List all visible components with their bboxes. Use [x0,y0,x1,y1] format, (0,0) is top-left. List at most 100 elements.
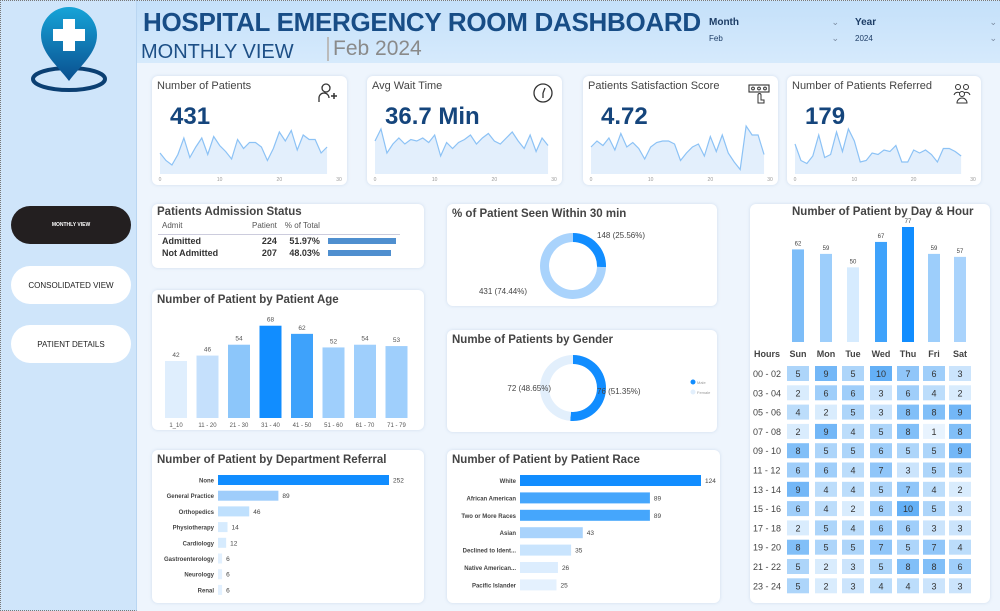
heatmap-cell-value: 5 [823,446,828,456]
heatmap-cell [897,385,919,401]
heatmap-cell-value: 5 [823,543,828,553]
race-card: Number of Patient by Patient Race White 1… [447,450,720,603]
age-chart-card: Number of Patient by Patient Age 42 1_10 4… [152,290,424,430]
heatmap-cell [842,559,864,574]
card-title: Numbe of Patients by Gender [452,334,614,346]
heatmap-cell [815,366,837,381]
heatmap-cell [923,520,945,536]
hbar [218,569,223,580]
x-tick-label: 1_10 [169,423,183,429]
sparkline-area [591,126,765,174]
sparkline-tick: 30 [767,177,773,183]
year-filter[interactable]: Year 2024 ⌄ ⌄ [855,17,997,49]
heatmap-cell-value: 6 [878,504,883,514]
heatmap-cell-value: 4 [878,581,883,591]
heatmap-cell [842,443,864,459]
heatmap-cell-value: 3 [957,581,962,591]
heatmap-cell [815,423,837,439]
bar-data-label: 26 [562,565,570,572]
y-tick-label: Pacific Islander [472,583,517,589]
card-title: % of Patient Seen Within 30 min [452,208,627,220]
heatmap-cell-value: 6 [878,446,883,456]
nav-button-monthly-view[interactable]: MONTHLY VIEW [11,206,131,244]
day-bar [792,249,804,342]
sparkline-tick: 10 [217,177,223,183]
hospital-location-pin-logo [31,7,107,92]
kpi-title: Patients Satisfaction Score [588,80,720,92]
heatmap-cell-value: 5 [850,543,855,553]
hbar [218,522,228,533]
heatmap-cell [949,404,971,420]
heatmap-cell [870,501,892,517]
sparkline-area [795,129,962,174]
age-bar [385,346,408,418]
heatmap-column-header: Wed [872,349,891,359]
bar-data-label: 35 [575,548,583,555]
kpi-title: Number of Patients Referred [792,80,933,92]
x-tick-label: 11 - 20 [198,423,217,429]
sparkline-tick: 0 [159,177,162,183]
hbar [218,506,250,517]
heatmap-cell [787,481,809,497]
sparkline-tick: 10 [648,177,654,183]
admission-table: Admit Patient% of Total Admitted 224 51.97%… [158,220,400,259]
heatmap-cell [923,443,945,459]
month-filter[interactable]: Month Feb ⌄ ⌄ [709,17,839,49]
column-header[interactable]: % of Total [280,220,324,235]
heatmap-cell-value: 4 [823,504,828,514]
heatmap-cell [949,366,971,381]
hbar [520,562,558,573]
age-bar [322,347,345,418]
column-header[interactable]: Patient [248,220,281,235]
heatmap-cell-value: 5 [931,504,936,514]
age-bar [228,344,250,418]
heatmap-cell-value: 6 [823,388,828,398]
column-header[interactable]: Admit [158,220,248,235]
bar-data-label: 77 [905,219,912,225]
nav-button-consolidated-view[interactable]: CONSOLIDATED VIEW [11,266,131,304]
slice-label: 76 (51.35%) [597,387,641,396]
bar-data-label: 252 [393,478,404,485]
sparkline-tick: 10 [852,177,858,183]
heatmap-column-header: Thu [900,349,917,359]
heatmap-cell [870,481,892,497]
y-tick-label: None [199,479,215,485]
heatmap-cell [870,385,892,401]
heatmap-cell [815,481,837,497]
nav-button-patient-details[interactable]: PATIENT DETAILS [11,325,131,363]
heatmap-cell-value: 6 [905,388,910,398]
heatmap-cell [897,539,919,555]
bar-data-label: 52 [330,338,338,345]
heatmap-cell-value: 4 [795,408,800,418]
kpi-sparkline: 0 10 20 30 [590,124,773,183]
heatmap-cell [949,423,971,439]
heatmap-cell-value: 7 [878,543,883,553]
bar-data-label: 6 [226,572,230,579]
sparkline-line [159,128,328,166]
y-tick-label: Declined to Ident... [463,549,517,555]
heatmap-cell-value: 6 [795,466,800,476]
bar-data-label: 62 [298,325,306,332]
kpi-value: 431 [170,103,211,130]
heatmap-cell [949,385,971,401]
heatmap-cell-value: 4 [823,485,828,495]
bar-data-label: 6 [226,556,230,563]
heatmap-cell-value: 5 [957,466,962,476]
kpi-value: 4.72 [601,103,648,130]
heatmap-cell-value: 6 [795,504,800,514]
donut-slice [570,355,606,421]
bar-data-label: 89 [282,493,290,500]
bar-data-label: 46 [253,509,261,516]
heatmap-cell-value: 8 [905,427,910,437]
period-label: Feb 2024 [327,37,422,61]
y-tick-label: Neurology [184,573,214,579]
x-tick-label: 61 - 70 [356,423,375,429]
heatmap-column-header: Sat [953,349,967,359]
heatmap-cell [897,404,919,420]
heatmap-cell-value: 9 [795,485,800,495]
heatmap-cell-value: 2 [850,504,855,514]
card-title: Patients Admission Status [157,206,302,218]
heatmap-cell [787,443,809,459]
heatmap-cell [787,520,809,536]
